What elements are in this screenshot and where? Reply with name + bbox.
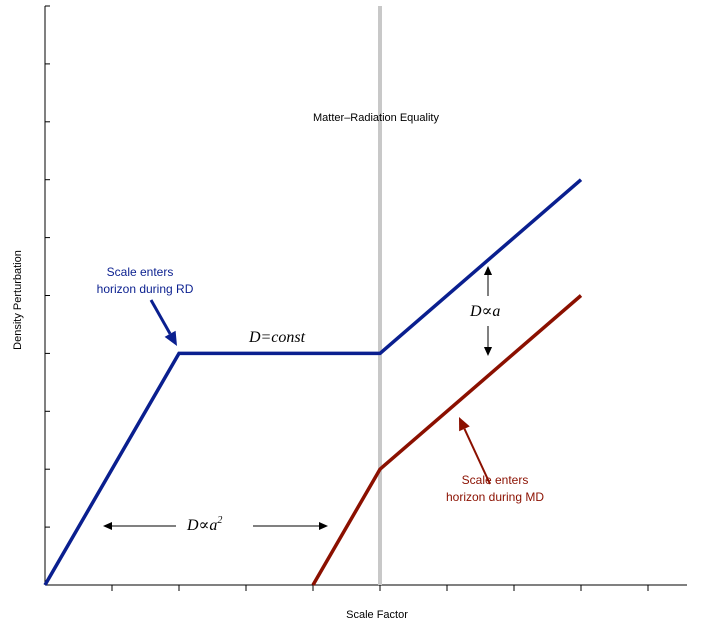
md-arrow-head xyxy=(459,417,470,432)
proportional-a2-label-base: D∝a xyxy=(186,517,217,534)
prop-a-arrow-up xyxy=(483,266,493,296)
y-axis-label: Density Perturbation xyxy=(12,250,24,350)
proportional-a-label: D∝a xyxy=(469,303,500,320)
prop-a-arrow-down xyxy=(483,326,493,356)
proportional-a-label-base: D∝a xyxy=(469,303,500,320)
const-label: D=const xyxy=(248,329,306,346)
series-line-1 xyxy=(43,178,583,586)
series-line-2 xyxy=(311,294,583,586)
rd-arrow xyxy=(149,299,177,346)
prop-a2-arrow-right xyxy=(253,521,328,531)
prop-a2-arrow-left xyxy=(103,521,176,531)
axis-ticks xyxy=(45,5,649,591)
md-arrow xyxy=(459,417,491,485)
proportional-a2-label-sup: 2 xyxy=(217,515,222,526)
rd-arrow-head xyxy=(164,330,177,346)
rd-note-line-2: horizon during RD xyxy=(97,282,194,296)
prop-a-arrow-down-head xyxy=(483,347,493,356)
rd-note-line-1: Scale enters xyxy=(107,265,174,279)
prop-a2-arrow-left-head xyxy=(103,521,112,531)
x-axis-label: Scale Factor xyxy=(346,609,408,621)
rd-arrow-shaft xyxy=(149,299,172,335)
md-note-line-1: Scale enters xyxy=(462,473,529,487)
matter-radiation-equality-label: Matter–Radiation Equality xyxy=(313,112,439,124)
md-note-line-2: horizon during MD xyxy=(446,490,544,504)
annotation-arrows xyxy=(103,266,493,531)
prop-a-arrow-up-head xyxy=(483,266,493,275)
proportional-a2-label: D∝a2 xyxy=(186,515,222,534)
series-layer xyxy=(43,178,583,586)
md-arrow-shaft xyxy=(463,428,491,485)
prop-a2-arrow-right-head xyxy=(319,521,328,531)
